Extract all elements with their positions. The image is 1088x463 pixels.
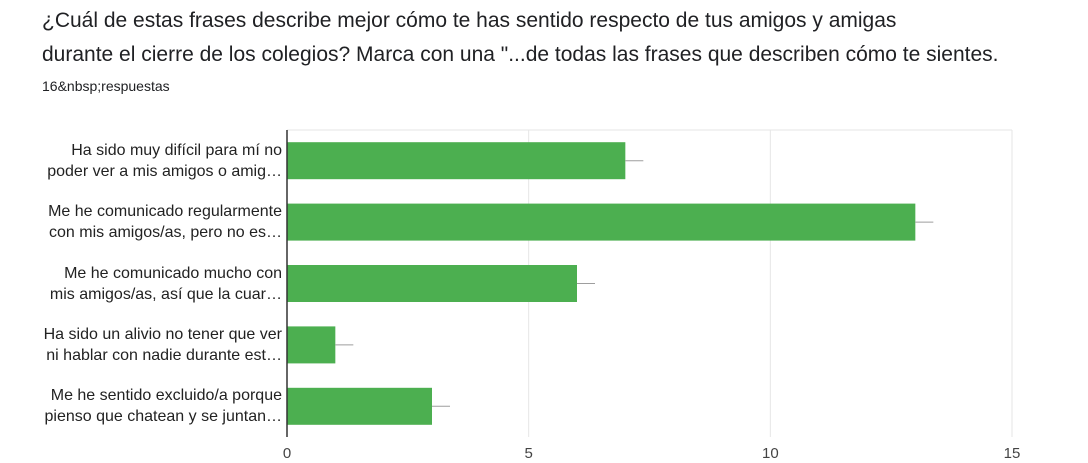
category-label-line: mis amigos/as, así que la cuar… xyxy=(49,285,282,303)
question-line-2: durante el cierre de los colegios? Marca… xyxy=(42,43,999,66)
category-label: Me he comunicado regularmente con mis ami… xyxy=(0,201,282,243)
bar xyxy=(287,265,577,302)
x-tick-label: 5 xyxy=(524,445,532,462)
category-label-line: Ha sido un alivio no tener que ver xyxy=(43,325,282,343)
category-label-line: Ha sido muy difícil para mí no xyxy=(71,141,282,159)
bar xyxy=(287,203,916,241)
bar xyxy=(287,142,626,180)
category-label: Ha sido un alivio no tener que ver ni hab… xyxy=(0,324,282,366)
category-label-line: Me he comunicado mucho con xyxy=(64,264,282,282)
response-count: 16&nbsp;respuestas xyxy=(42,78,170,94)
category-label-line: poder ver a mis amigos o amig… xyxy=(47,162,282,180)
category-label: Me he comunicado mucho con mis amigos/as,… xyxy=(0,263,282,305)
question-line-1: ¿Cuál de estas frases describe mejor cóm… xyxy=(42,9,897,32)
question-title: ¿Cuál de estas frases describe mejor cóm… xyxy=(42,4,1088,72)
x-tick-label: 15 xyxy=(1004,445,1021,462)
category-label: Me he sentido excluido/a porque pienso qu… xyxy=(0,385,283,427)
category-label-line: Me he sentido excluido/a porque xyxy=(50,387,282,405)
category-label-line: pienso que chatean y se juntan… xyxy=(44,408,283,426)
category-label-line: con mis amigos/as, pero no es… xyxy=(49,224,282,242)
bar xyxy=(287,326,336,364)
x-tick-label: 10 xyxy=(762,445,779,462)
x-tick-label: 0 xyxy=(283,445,291,462)
category-label: Ha sido muy difícil para mí no poder ver … xyxy=(0,140,282,182)
category-label-line: ni hablar con nadie durante est… xyxy=(46,346,282,364)
category-label-line: Me he comunicado regularmente xyxy=(48,203,282,221)
bar xyxy=(287,387,432,425)
